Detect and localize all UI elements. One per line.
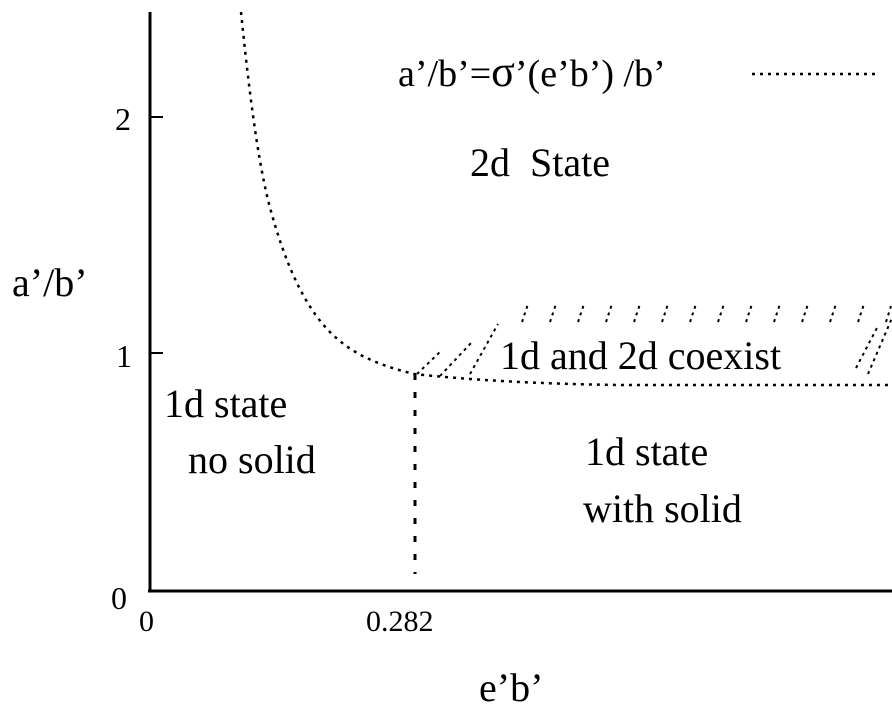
phase-boundary-curve xyxy=(239,11,892,387)
legend-suffix: ’(e’b’) /b’ xyxy=(514,53,666,95)
region-coexist: 1d and 2d coexist xyxy=(500,333,782,378)
legend-formula: a’/b’=σ’(e’b’) /b’ xyxy=(398,50,666,94)
x-tick-label-0282: 0.282 xyxy=(366,605,434,638)
region-no-solid-line2: no solid xyxy=(188,437,316,482)
y-axis-label: a’/b’ xyxy=(12,260,88,305)
region-with-solid-line2: with solid xyxy=(583,486,742,531)
region-2d-state: 2d State xyxy=(470,140,610,185)
coexist-hatching xyxy=(416,303,892,377)
region-with-solid-line1: 1d state xyxy=(585,429,709,474)
sigma-symbol: σ xyxy=(491,47,515,96)
legend-prefix: a’/b’= xyxy=(398,53,492,95)
y-tick-label-2: 2 xyxy=(115,101,131,137)
y-tick-label-0: 0 xyxy=(111,580,127,616)
x-axis-label: e’b’ xyxy=(479,665,544,710)
y-tick-label-1: 1 xyxy=(116,338,132,374)
x-tick-label-0: 0 xyxy=(139,605,154,638)
region-no-solid-line1: 1d state xyxy=(164,381,288,426)
